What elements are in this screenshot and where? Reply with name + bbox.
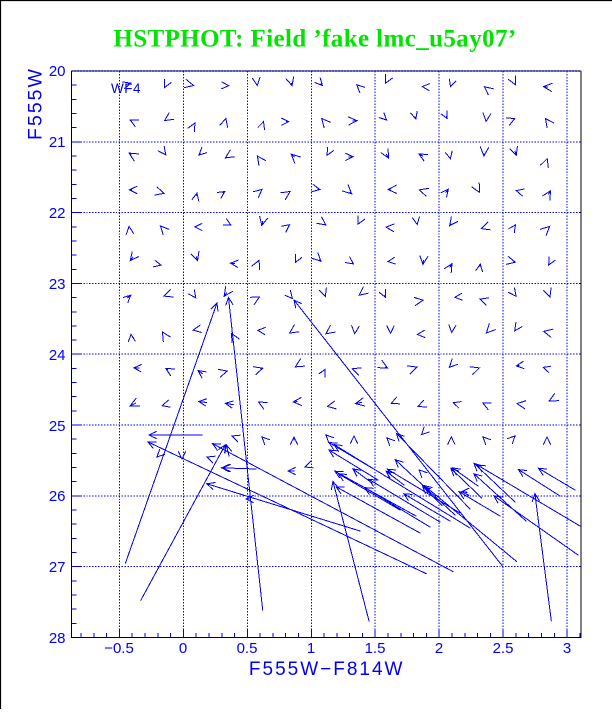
svg-text:22: 22 — [49, 205, 66, 222]
svg-text:1: 1 — [307, 640, 315, 657]
svg-text:HSTPHOT: Field ’fake lmc_u5ay0: HSTPHOT: Field ’fake lmc_u5ay07’ — [113, 26, 516, 53]
svg-text:−0.5: −0.5 — [104, 640, 134, 657]
svg-text:0: 0 — [179, 640, 187, 657]
svg-text:0.5: 0.5 — [237, 640, 258, 657]
svg-text:2: 2 — [435, 640, 443, 657]
svg-text:20: 20 — [49, 63, 66, 80]
svg-text:25: 25 — [49, 418, 66, 435]
svg-text:23: 23 — [49, 276, 66, 293]
svg-text:26: 26 — [49, 488, 66, 505]
svg-text:27: 27 — [49, 559, 66, 576]
svg-text:3: 3 — [563, 640, 571, 657]
svg-text:F555W−F814W: F555W−F814W — [249, 659, 405, 680]
svg-text:21: 21 — [49, 134, 66, 151]
svg-text:2.5: 2.5 — [493, 640, 514, 657]
svg-text:24: 24 — [49, 347, 66, 364]
svg-text:F555W: F555W — [25, 67, 47, 140]
svg-text:1.5: 1.5 — [365, 640, 386, 657]
svg-text:WF4: WF4 — [111, 81, 141, 96]
svg-text:28: 28 — [49, 630, 66, 647]
